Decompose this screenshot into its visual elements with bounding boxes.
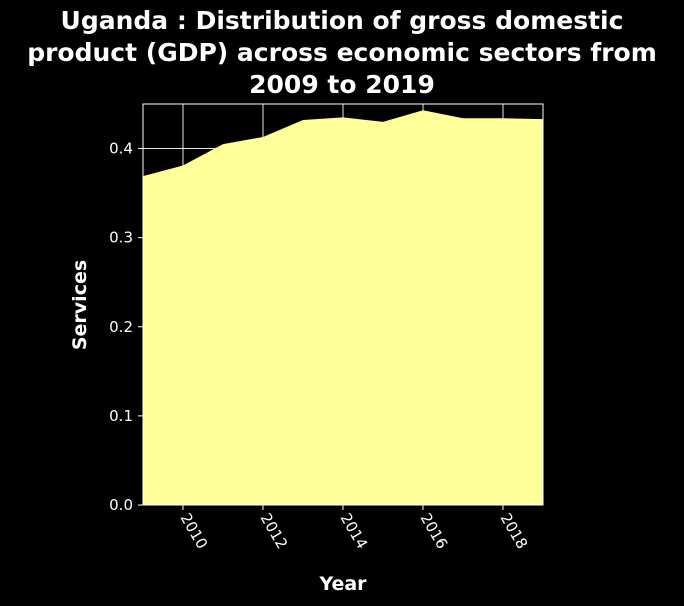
y-tick-label-1: 0.1 [109, 407, 133, 425]
y-tick-label-2: 0.2 [109, 318, 133, 336]
y-axis-label: Services [69, 260, 91, 350]
chart-title-line-3: 2009 to 2019 [249, 70, 435, 99]
y-tick-label-0: 0.0 [109, 496, 133, 514]
x-axis-label: Year [318, 573, 367, 595]
chart-title: Uganda : Distribution of gross domestic … [27, 6, 657, 99]
services-area [143, 110, 543, 506]
y-tick-label-3: 0.3 [109, 229, 133, 247]
chart-title-line-1: Uganda : Distribution of gross domestic [61, 6, 624, 35]
chart-title-line-2: product (GDP) across economic sectors fr… [27, 38, 657, 67]
y-tick-label-4: 0.4 [109, 140, 133, 158]
